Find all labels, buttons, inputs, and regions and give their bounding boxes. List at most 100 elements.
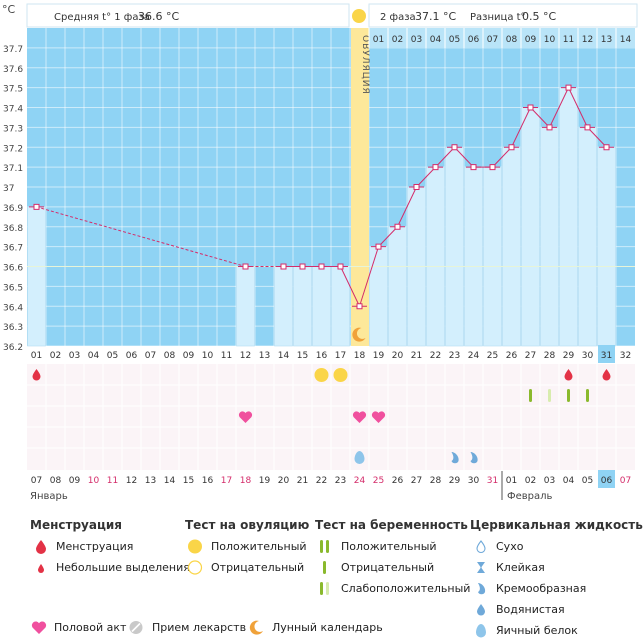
phase2-day-cell bbox=[597, 28, 616, 48]
cycle-day-number[interactable]: 32 bbox=[620, 351, 631, 361]
date-number[interactable]: 01 bbox=[506, 476, 517, 486]
date-highlight bbox=[598, 470, 615, 488]
phase2-label: 2 фаза bbox=[380, 12, 416, 23]
cycle-day-number[interactable]: 02 bbox=[50, 351, 61, 361]
day-markers bbox=[32, 368, 611, 464]
temperature-bar bbox=[293, 266, 312, 347]
date-number[interactable]: 04 bbox=[563, 476, 575, 486]
date-number[interactable]: 23 bbox=[335, 476, 346, 486]
cycle-day-number[interactable]: 17 bbox=[335, 351, 346, 361]
date-number[interactable]: 31 bbox=[487, 476, 498, 486]
cycle-day-number[interactable]: 28 bbox=[544, 351, 556, 361]
date-number[interactable]: 17 bbox=[221, 476, 232, 486]
cycle-day-number[interactable]: 15 bbox=[297, 351, 308, 361]
legend-label: Кремообразная bbox=[496, 582, 587, 595]
cycle-day-number[interactable]: 30 bbox=[582, 351, 594, 361]
legend-label: Небольшие выделения bbox=[56, 561, 190, 574]
temperature-line-segment bbox=[492, 146, 512, 168]
phase2-day-numbers: 01 02 03 04 05 06 07 08 09 10 11 12 13 14 bbox=[368, 28, 635, 48]
moon-icon bbox=[352, 327, 366, 342]
cycle-day-number[interactable]: 19 bbox=[373, 351, 385, 361]
temperature-point bbox=[33, 203, 40, 210]
date-number[interactable]: 22 bbox=[316, 476, 327, 486]
cycle-day-number[interactable]: 04 bbox=[88, 351, 100, 361]
cycle-day-number[interactable]: 20 bbox=[392, 351, 404, 361]
y-tick-label: 37 bbox=[3, 184, 14, 194]
date-number[interactable]: 13 bbox=[145, 476, 156, 486]
legend-label: Клейкая bbox=[496, 561, 545, 574]
cycle-day-number[interactable]: 14 bbox=[278, 351, 290, 361]
cycle-day-number[interactable]: 12 bbox=[240, 351, 251, 361]
cycle-day-number[interactable]: 26 bbox=[506, 351, 518, 361]
legend-menstruation: Менструация Менструация Небольшие выделе… bbox=[30, 514, 190, 578]
date-number[interactable]: 27 bbox=[411, 476, 422, 486]
month-label-january: Январь bbox=[30, 491, 68, 502]
temperature-line-segment bbox=[359, 246, 379, 307]
date-number[interactable]: 14 bbox=[164, 476, 176, 486]
cycle-day-number[interactable]: 27 bbox=[525, 351, 536, 361]
cycle-day-number[interactable]: 24 bbox=[468, 351, 480, 361]
y-tick-label: 37.2 bbox=[3, 144, 23, 154]
date-number[interactable]: 28 bbox=[430, 476, 442, 486]
date-number[interactable]: 29 bbox=[449, 476, 461, 486]
date-number[interactable]: 06 bbox=[601, 476, 613, 486]
cycle-day-number[interactable]: 05 bbox=[107, 351, 118, 361]
date-number[interactable]: 12 bbox=[126, 476, 137, 486]
cycle-day-number[interactable]: 03 bbox=[69, 351, 80, 361]
y-tick-label: 36.8 bbox=[3, 224, 23, 234]
date-number[interactable]: 07 bbox=[31, 476, 42, 486]
diff-label: Разница t° bbox=[470, 12, 526, 23]
phase2-day-number: 05 bbox=[449, 35, 460, 45]
temperature-point bbox=[299, 263, 306, 270]
date-number[interactable]: 21 bbox=[297, 476, 308, 486]
cycle-day-number[interactable]: 23 bbox=[449, 351, 460, 361]
cycle-day-number[interactable]: 29 bbox=[563, 351, 575, 361]
date-number[interactable]: 08 bbox=[50, 476, 62, 486]
date-number[interactable]: 15 bbox=[183, 476, 194, 486]
cycle-day-number[interactable]: 06 bbox=[126, 351, 138, 361]
date-number[interactable]: 09 bbox=[69, 476, 81, 486]
date-number[interactable]: 24 bbox=[354, 476, 366, 486]
date-number[interactable]: 16 bbox=[202, 476, 214, 486]
legend-item: Отрицательный bbox=[315, 557, 470, 578]
cycle-day-number[interactable]: 22 bbox=[430, 351, 441, 361]
cycle-day-number[interactable]: 07 bbox=[145, 351, 156, 361]
date-number[interactable]: 18 bbox=[240, 476, 252, 486]
cycle-day-number[interactable]: 25 bbox=[487, 351, 498, 361]
cycle-day-number[interactable]: 10 bbox=[202, 351, 214, 361]
date-number[interactable]: 25 bbox=[373, 476, 384, 486]
date-number[interactable]: 05 bbox=[582, 476, 593, 486]
date-number[interactable]: 10 bbox=[88, 476, 100, 486]
cycle-day-number[interactable]: 16 bbox=[316, 351, 328, 361]
legend-medication: Прием лекарств bbox=[128, 618, 246, 638]
y-tick-label: 37.5 bbox=[3, 85, 23, 95]
legend-item: Отрицательный bbox=[185, 557, 309, 578]
heart-icon bbox=[238, 411, 253, 423]
cycle-day-number[interactable]: 13 bbox=[259, 351, 270, 361]
temperature-point bbox=[489, 164, 496, 171]
temperature-line bbox=[36, 87, 607, 307]
date-number[interactable]: 30 bbox=[468, 476, 480, 486]
legend-item: Водянистая bbox=[470, 599, 643, 620]
date-number[interactable]: 26 bbox=[392, 476, 404, 486]
temperature-points bbox=[29, 84, 614, 310]
phase1-label: Средняя t° 1 фаза bbox=[54, 12, 150, 23]
date-number[interactable]: 03 bbox=[544, 476, 555, 486]
date-number[interactable]: 20 bbox=[278, 476, 290, 486]
date-number[interactable]: 11 bbox=[107, 476, 118, 486]
cycle-day-number[interactable]: 31 bbox=[601, 351, 612, 361]
date-number[interactable]: 07 bbox=[620, 476, 631, 486]
phase2-day-cell bbox=[540, 28, 559, 48]
phase2-day-cell bbox=[426, 28, 445, 48]
cycle-day-number[interactable]: 08 bbox=[164, 351, 176, 361]
cycle-day-number[interactable]: 11 bbox=[221, 351, 232, 361]
pregnancy-test-negative-icon bbox=[586, 389, 589, 402]
marks-grid bbox=[27, 364, 635, 470]
y-tick-label: 37.7 bbox=[3, 45, 23, 55]
cycle-day-number[interactable]: 09 bbox=[183, 351, 195, 361]
date-number[interactable]: 19 bbox=[259, 476, 271, 486]
cycle-day-number[interactable]: 01 bbox=[31, 351, 42, 361]
cycle-day-number[interactable]: 18 bbox=[354, 351, 366, 361]
cycle-day-number[interactable]: 21 bbox=[411, 351, 422, 361]
date-number[interactable]: 02 bbox=[525, 476, 536, 486]
